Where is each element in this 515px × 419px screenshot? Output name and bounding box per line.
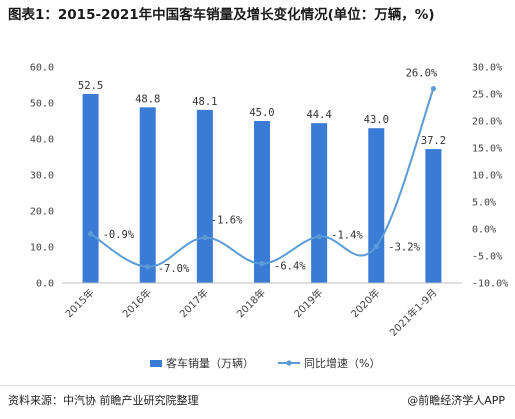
left-axis-ticks: 0.0 10.0 20.0 30.0 40.0 50.0 60.0 bbox=[30, 63, 54, 290]
footer-divider bbox=[0, 385, 515, 386]
left-tick-label: 20.0 bbox=[30, 207, 54, 218]
bar-series bbox=[82, 94, 442, 283]
x-tick-label: 2016年 bbox=[120, 286, 154, 320]
x-tick-label: 2020年 bbox=[348, 286, 382, 320]
chart-title: 图表1：2015-2021年中国客车销量及增长变化情况(单位：万辆，%) bbox=[8, 7, 435, 23]
x-tick-label: 2021年1-9月 bbox=[387, 286, 440, 339]
x-tick-label: 2015年 bbox=[62, 286, 96, 320]
line-point bbox=[202, 235, 208, 241]
bar-value-label: 48.8 bbox=[135, 93, 160, 105]
right-tick-label: 25.0% bbox=[472, 90, 502, 101]
bar bbox=[254, 121, 270, 283]
x-tick-label: 2019年 bbox=[291, 286, 325, 320]
legend-line-marker bbox=[286, 360, 292, 366]
left-tick-label: 0.0 bbox=[36, 279, 54, 290]
bar-value-label: 43.0 bbox=[364, 114, 389, 126]
combo-chart: 0.0 10.0 20.0 30.0 40.0 50.0 60.0 -10.0% -5.0% 0… bbox=[30, 63, 508, 371]
line-value-label: -1.6% bbox=[211, 215, 243, 227]
right-tick-label: 0.0% bbox=[472, 225, 496, 236]
bar bbox=[196, 109, 213, 283]
line-value-label: -6.4% bbox=[274, 261, 306, 273]
line-point bbox=[316, 233, 322, 240]
line-point bbox=[430, 86, 437, 92]
bar bbox=[82, 94, 99, 283]
bar bbox=[425, 149, 442, 283]
line-value-label: -3.2% bbox=[388, 241, 420, 253]
line-value-label: 26.0% bbox=[406, 68, 438, 80]
bar-data-labels: 52.5 48.8 48.1 45.0 44.4 43.0 37.2 bbox=[78, 80, 446, 147]
right-tick-label: -5.0% bbox=[472, 252, 502, 263]
bar bbox=[139, 107, 156, 283]
line-point bbox=[259, 260, 265, 267]
x-tick-label: 2018年 bbox=[234, 286, 268, 320]
line-value-label: -7.0% bbox=[158, 263, 190, 275]
line-point bbox=[145, 264, 151, 270]
legend-bar-label: 客车销量（万辆） bbox=[166, 356, 254, 370]
bar-value-label: 44.4 bbox=[306, 109, 331, 121]
bar-value-label: 48.1 bbox=[192, 96, 217, 108]
right-tick-label: 15.0% bbox=[472, 144, 502, 155]
line-point bbox=[87, 231, 94, 237]
x-axis-ticks: 2015年 2016年 2017年 2018年 2019年 2020年 2021年1-9月 bbox=[62, 282, 462, 339]
left-tick-label: 50.0 bbox=[30, 99, 54, 110]
left-tick-label: 60.0 bbox=[30, 63, 54, 74]
source-note: 资料来源：中汽协 前瞻产业研究院整理 bbox=[8, 394, 199, 407]
right-tick-label: 10.0% bbox=[472, 171, 502, 182]
line-data-labels: -0.9% -7.0% -1.6% -6.4% -1.4% -3.2% 26.0% bbox=[103, 68, 438, 275]
left-tick-label: 40.0 bbox=[30, 135, 54, 146]
right-axis-ticks: -10.0% -5.0% 0.0% 5.0% 10.0% 15.0% 20.0% 25.0% 3… bbox=[472, 63, 508, 290]
x-tick-label: 2017年 bbox=[177, 286, 211, 320]
right-tick-label: 5.0% bbox=[472, 198, 496, 209]
line-point bbox=[373, 243, 379, 249]
bar bbox=[311, 123, 328, 283]
left-tick-label: 10.0 bbox=[30, 243, 54, 254]
bar bbox=[368, 128, 385, 283]
bar-value-label: 45.0 bbox=[249, 107, 274, 119]
legend: 客车销量（万辆） 同比增速（%） bbox=[150, 356, 380, 370]
bar-value-label: 37.2 bbox=[421, 135, 446, 147]
right-tick-label: 20.0% bbox=[472, 117, 502, 128]
bar-value-label: 52.5 bbox=[78, 80, 103, 92]
line-value-label: -1.4% bbox=[331, 230, 363, 242]
legend-line-label: 同比增速（%） bbox=[304, 356, 380, 370]
line-value-label: -0.9% bbox=[103, 229, 135, 241]
brand-credit: @前瞻经济学人APP bbox=[407, 394, 505, 407]
left-tick-label: 30.0 bbox=[30, 171, 54, 182]
right-tick-label: -10.0% bbox=[472, 279, 508, 290]
legend-bar-swatch bbox=[150, 360, 162, 367]
line-series bbox=[87, 86, 437, 270]
right-tick-label: 30.0% bbox=[472, 63, 502, 74]
